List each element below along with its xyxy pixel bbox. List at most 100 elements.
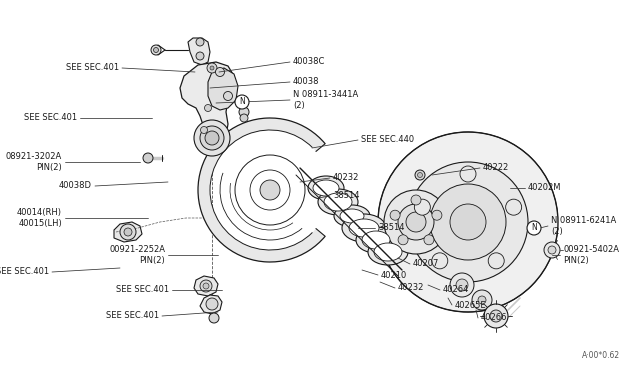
Polygon shape	[188, 38, 210, 65]
Circle shape	[415, 170, 425, 180]
Circle shape	[398, 204, 434, 240]
Text: 40210: 40210	[381, 270, 407, 279]
Polygon shape	[194, 276, 218, 296]
Text: 38514: 38514	[333, 192, 360, 201]
Circle shape	[548, 246, 556, 254]
Circle shape	[206, 298, 218, 310]
Text: N 08911-3441A
(2): N 08911-3441A (2)	[293, 90, 358, 110]
Circle shape	[384, 190, 448, 254]
Text: 40207: 40207	[413, 260, 440, 269]
Circle shape	[207, 63, 217, 73]
Circle shape	[209, 313, 219, 323]
Ellipse shape	[356, 227, 396, 253]
Circle shape	[205, 105, 211, 112]
Circle shape	[417, 173, 422, 177]
Text: 40265E: 40265E	[455, 301, 486, 310]
Circle shape	[527, 221, 541, 235]
Text: N 08911-6241A
(2): N 08911-6241A (2)	[551, 216, 616, 236]
Circle shape	[194, 120, 230, 156]
Circle shape	[223, 92, 232, 100]
Text: 08921-3202A
PIN(2): 08921-3202A PIN(2)	[6, 152, 62, 172]
Circle shape	[143, 153, 153, 163]
Circle shape	[432, 210, 442, 220]
Circle shape	[205, 131, 219, 145]
Text: SEE SEC.401: SEE SEC.401	[24, 113, 77, 122]
Text: 40264: 40264	[443, 285, 469, 295]
Circle shape	[390, 210, 400, 220]
Ellipse shape	[324, 193, 352, 211]
Circle shape	[424, 235, 434, 245]
Circle shape	[432, 253, 448, 269]
Circle shape	[488, 253, 504, 269]
Polygon shape	[180, 62, 234, 142]
Text: 40266: 40266	[481, 314, 508, 323]
Circle shape	[203, 283, 209, 289]
Circle shape	[200, 126, 224, 150]
Ellipse shape	[313, 180, 339, 196]
Polygon shape	[200, 295, 222, 314]
Ellipse shape	[308, 176, 344, 200]
Circle shape	[450, 273, 474, 297]
Circle shape	[120, 224, 136, 240]
Text: 40038C: 40038C	[293, 58, 325, 67]
Circle shape	[210, 66, 214, 70]
Circle shape	[124, 228, 132, 236]
Circle shape	[411, 195, 421, 205]
Ellipse shape	[318, 189, 358, 215]
Circle shape	[378, 132, 558, 312]
Text: 40222: 40222	[483, 164, 509, 173]
Text: 00921-2252A
PIN(2): 00921-2252A PIN(2)	[109, 245, 165, 265]
Polygon shape	[114, 222, 142, 242]
Circle shape	[200, 280, 212, 292]
Circle shape	[456, 279, 468, 291]
Text: A·00*0.62: A·00*0.62	[582, 351, 620, 360]
Text: N: N	[531, 224, 537, 232]
Circle shape	[478, 296, 486, 304]
Ellipse shape	[334, 205, 370, 227]
Wedge shape	[198, 118, 325, 262]
Circle shape	[200, 126, 207, 134]
Ellipse shape	[349, 219, 379, 237]
Circle shape	[216, 67, 225, 77]
Circle shape	[472, 290, 492, 310]
Ellipse shape	[362, 231, 390, 249]
Ellipse shape	[374, 243, 402, 261]
Text: N: N	[239, 97, 245, 106]
Circle shape	[408, 162, 528, 282]
Circle shape	[154, 48, 159, 52]
Circle shape	[151, 45, 161, 55]
Polygon shape	[208, 68, 238, 110]
Circle shape	[544, 242, 560, 258]
Ellipse shape	[342, 214, 386, 242]
Circle shape	[406, 212, 426, 232]
Circle shape	[490, 310, 502, 322]
Text: 38514: 38514	[378, 224, 404, 232]
Ellipse shape	[368, 239, 408, 265]
Circle shape	[239, 107, 249, 117]
Text: 40038: 40038	[293, 77, 319, 87]
Circle shape	[414, 199, 430, 215]
Circle shape	[260, 180, 280, 200]
Circle shape	[398, 235, 408, 245]
Circle shape	[196, 52, 204, 60]
Circle shape	[240, 114, 248, 122]
Text: 40202M: 40202M	[528, 183, 561, 192]
Text: SEE SEC.401: SEE SEC.401	[66, 64, 119, 73]
Text: 40232: 40232	[333, 173, 360, 183]
Ellipse shape	[340, 209, 364, 223]
Circle shape	[460, 166, 476, 182]
Circle shape	[196, 38, 204, 46]
Circle shape	[235, 95, 249, 109]
Text: SEE SEC.401: SEE SEC.401	[116, 285, 169, 295]
Text: 40014(RH)
40015(LH): 40014(RH) 40015(LH)	[17, 208, 62, 228]
Text: 40232: 40232	[398, 283, 424, 292]
Circle shape	[506, 199, 522, 215]
Text: SEE SEC.440: SEE SEC.440	[361, 135, 414, 144]
Text: 00921-5402A
PIN(2): 00921-5402A PIN(2)	[563, 245, 619, 265]
Circle shape	[484, 304, 508, 328]
Text: 40038D: 40038D	[59, 182, 92, 190]
Text: SEE SEC.401: SEE SEC.401	[106, 311, 159, 321]
Circle shape	[430, 184, 506, 260]
Text: SEE SEC.401: SEE SEC.401	[0, 267, 49, 276]
Circle shape	[450, 204, 486, 240]
